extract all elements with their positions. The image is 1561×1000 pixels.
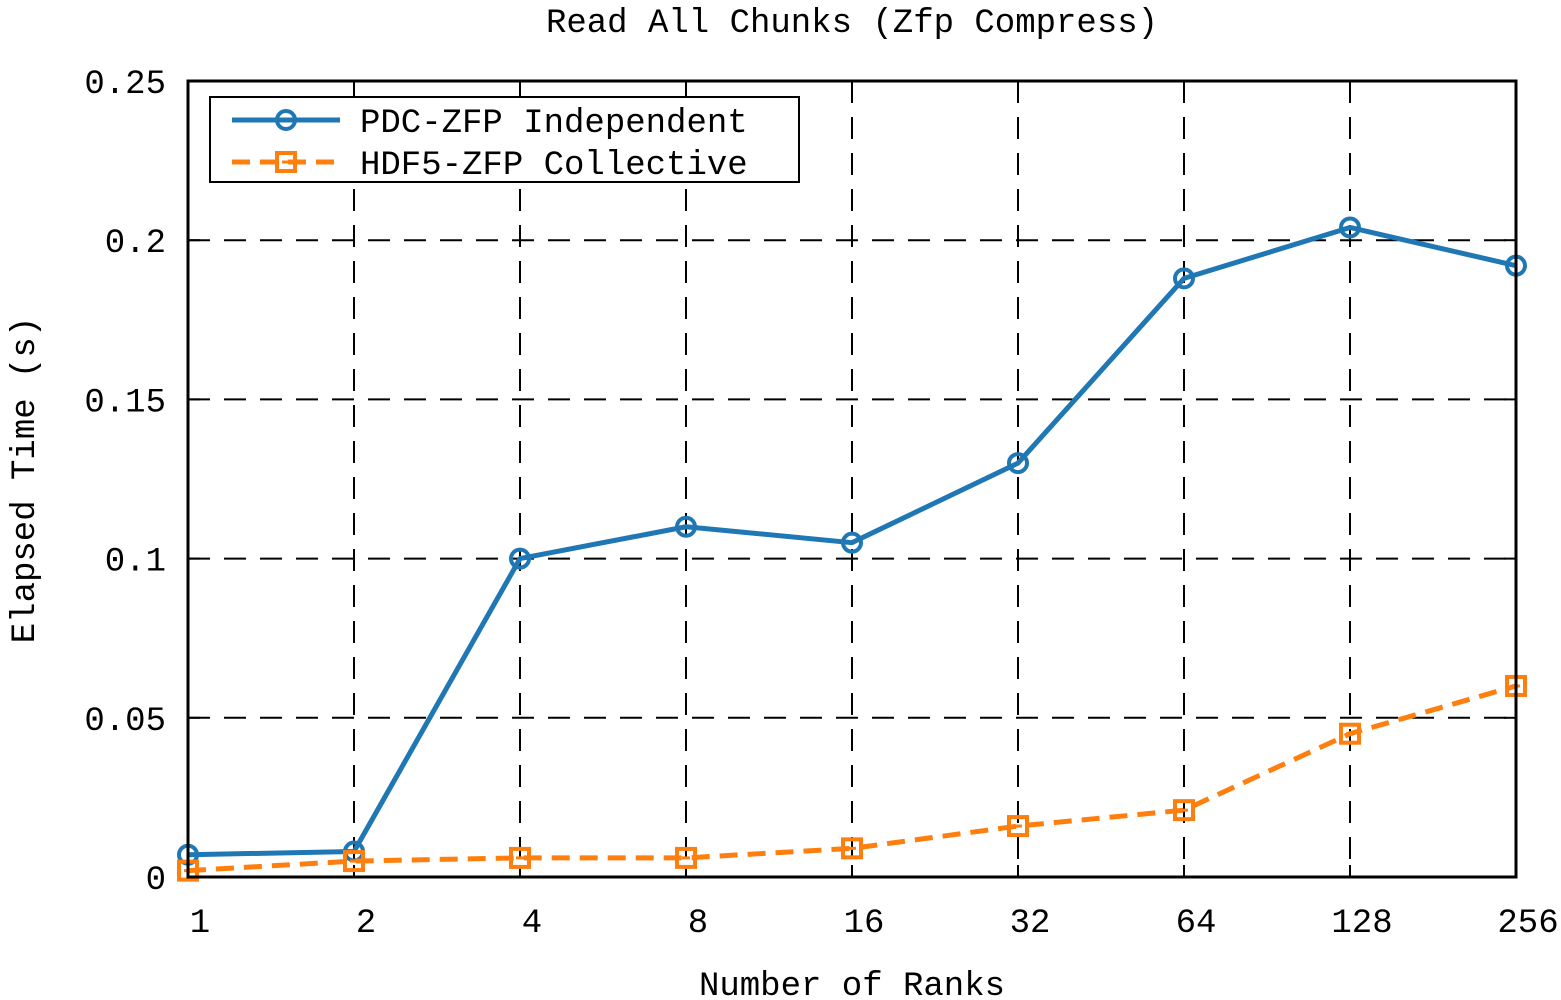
data-point-circle [1007, 452, 1029, 475]
x-tick-label: 64 [1176, 905, 1217, 943]
data-point-square [275, 151, 297, 173]
data-point-square [1173, 799, 1195, 822]
data-point-circle [275, 109, 297, 131]
data-point-square [1007, 815, 1029, 838]
legend-label: HDF5-ZFP Collective [360, 147, 748, 185]
x-tick-label: 16 [844, 905, 885, 943]
data-point-circle [841, 531, 863, 554]
legend: PDC-ZFP Independent HDF5-ZFP Collective [209, 96, 800, 185]
data-point-circle [675, 515, 697, 538]
x-tick-label: 8 [688, 905, 708, 943]
axis-ticks: 1 2 4 8 16 32 64 128 256 0 0.05 0.1 0.15 0.2 0.25 [84, 66, 1558, 943]
y-tick-label: 0.1 [105, 544, 166, 582]
series-line [187, 683, 1517, 874]
x-tick-label: 32 [1010, 905, 1051, 943]
plot-frame [186, 79, 1518, 879]
legend-box [209, 96, 800, 183]
data-point-square [343, 850, 365, 873]
x-tick-label: 2 [356, 905, 376, 943]
y-tick-label: 0.25 [84, 66, 166, 104]
x-axis-label: Number of Ranks [699, 968, 1005, 1000]
x-tick-label: 256 [1497, 905, 1558, 943]
grid-lines [188, 81, 1516, 877]
data-point-square [675, 846, 697, 869]
x-tick-label: 4 [522, 905, 542, 943]
legend-label: PDC-ZFP Independent [360, 105, 748, 143]
y-tick-label: 0.15 [84, 384, 166, 422]
series-line [187, 224, 1517, 858]
x-tick-label: 1 [190, 905, 210, 943]
data-point-square [841, 837, 863, 860]
y-tick-label: 0.05 [84, 703, 166, 741]
y-tick-label: 0.2 [105, 225, 166, 263]
data-point-circle [509, 547, 531, 570]
data-point-circle [1173, 267, 1195, 290]
data-point-square [1339, 722, 1361, 745]
x-tick-label: 128 [1331, 905, 1392, 943]
data-point-circle [1339, 216, 1361, 239]
y-tick-label: 0 [146, 862, 166, 900]
y-axis-label: Elapsed Time (s) [7, 317, 45, 643]
chart-title: Read All Chunks (Zfp Compress) [546, 5, 1158, 43]
data-point-square [509, 846, 531, 869]
